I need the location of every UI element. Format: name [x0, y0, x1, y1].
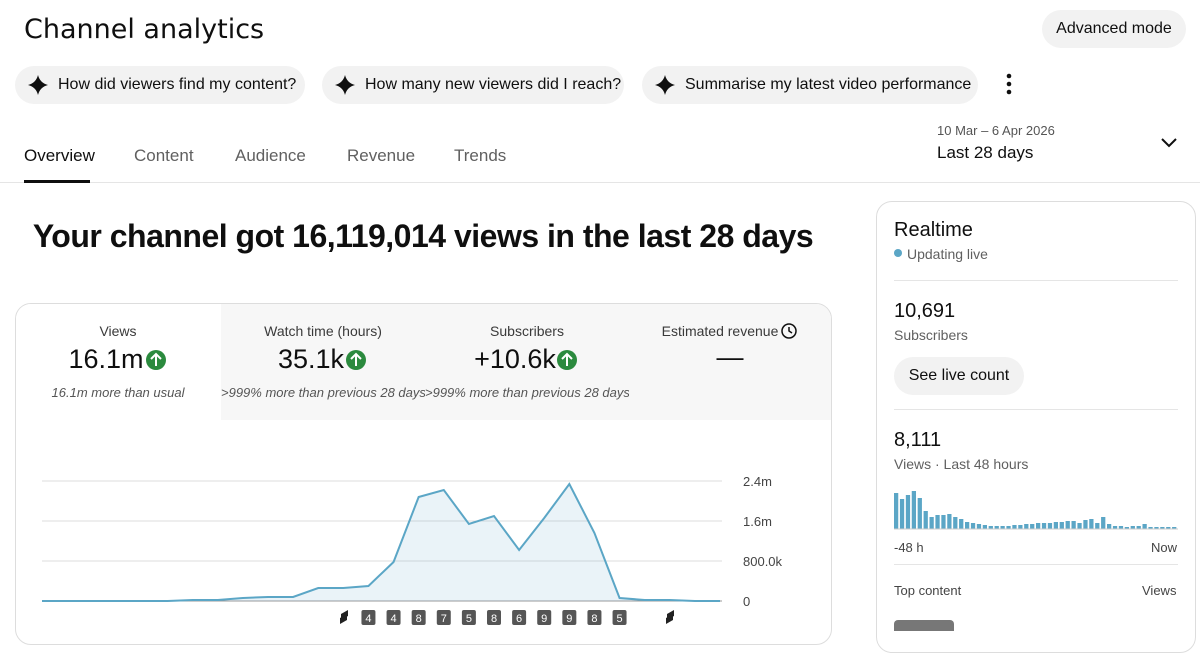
- metric-card[interactable]: Subscribers +10.6k >999% more than previou…: [425, 304, 630, 420]
- tab[interactable]: Trends: [454, 146, 507, 165]
- top-content-label: Top content: [894, 583, 962, 598]
- tab[interactable]: Overview: [24, 146, 95, 165]
- views-count: 8,111: [894, 429, 942, 451]
- metric-value: +10.6k: [474, 344, 556, 374]
- tab[interactable]: Revenue: [347, 146, 416, 165]
- divider: [894, 409, 1178, 410]
- tab[interactable]: Audience: [235, 146, 306, 165]
- thumbnail: [894, 620, 954, 631]
- subscriber-label: Subscribers: [894, 327, 968, 343]
- metric-card[interactable]: Estimated revenue —: [629, 304, 831, 420]
- views-label: Views · Last 48 hours: [894, 456, 1029, 472]
- metric-card[interactable]: Watch time (hours) 35.1k >999% more than p…: [221, 304, 426, 420]
- metric-note: >999% more than previous 28 days: [221, 385, 426, 400]
- tab-divider: [0, 182, 1200, 183]
- metric-value: 35.1k: [277, 344, 345, 374]
- suggestion-chip[interactable]: Summarise my latest video performance: [642, 66, 978, 104]
- page: Channel analytics Advanced mode How did …: [0, 10, 1200, 653]
- headline: Your channel got 16,119,014 views in the…: [32, 218, 814, 254]
- top-content-metric: Views: [1142, 583, 1177, 598]
- advanced-mode-button[interactable]: Advanced mode: [1042, 10, 1186, 48]
- overview-card: Views 16.1m 16.1m more than usual Watch ti…: [15, 303, 832, 645]
- suggestion-chip[interactable]: How many new viewers did I reach?: [322, 66, 624, 104]
- tab[interactable]: Content: [134, 146, 194, 165]
- live-count-button[interactable]: See live count: [894, 357, 1024, 395]
- metric-note: >999% more than previous 28 days: [425, 385, 630, 400]
- metric-card[interactable]: Views 16.1m 16.1m more than usual: [16, 304, 220, 420]
- metric-label: Subscribers: [490, 323, 564, 339]
- tab-underline: [24, 180, 90, 183]
- metric-label: Estimated revenue: [661, 323, 779, 339]
- realtime-title: Realtime: [894, 219, 973, 241]
- chevron: [1161, 138, 1177, 148]
- suggestion-chip[interactable]: How did viewers find my content?: [15, 66, 305, 104]
- suggestion-text: How many new viewers did I reach?: [365, 76, 622, 93]
- realtime-status: Updating live: [907, 246, 988, 262]
- metric-label: Watch time (hours): [264, 323, 382, 339]
- metric-label: Views: [99, 323, 137, 339]
- subscriber-count: 10,691: [894, 300, 956, 322]
- page-title: Channel analytics: [24, 14, 265, 45]
- metric-value: —: [716, 342, 744, 372]
- suggestion-text: How did viewers find my content?: [58, 76, 297, 93]
- divider: [894, 564, 1178, 565]
- divider: [894, 280, 1178, 281]
- suggestion-text: Summarise my latest video performance: [685, 76, 972, 93]
- metric-value: 16.1m: [68, 344, 144, 374]
- date-period[interactable]: Last 28 days: [937, 143, 1034, 162]
- date-range: 10 Mar – 6 Apr 2026: [937, 123, 1055, 138]
- more-icon: [1006, 73, 1012, 95]
- axis-end: Now: [1151, 540, 1178, 555]
- axis-start: -48 h: [894, 540, 924, 555]
- metric-note: 16.1m more than usual: [51, 385, 185, 400]
